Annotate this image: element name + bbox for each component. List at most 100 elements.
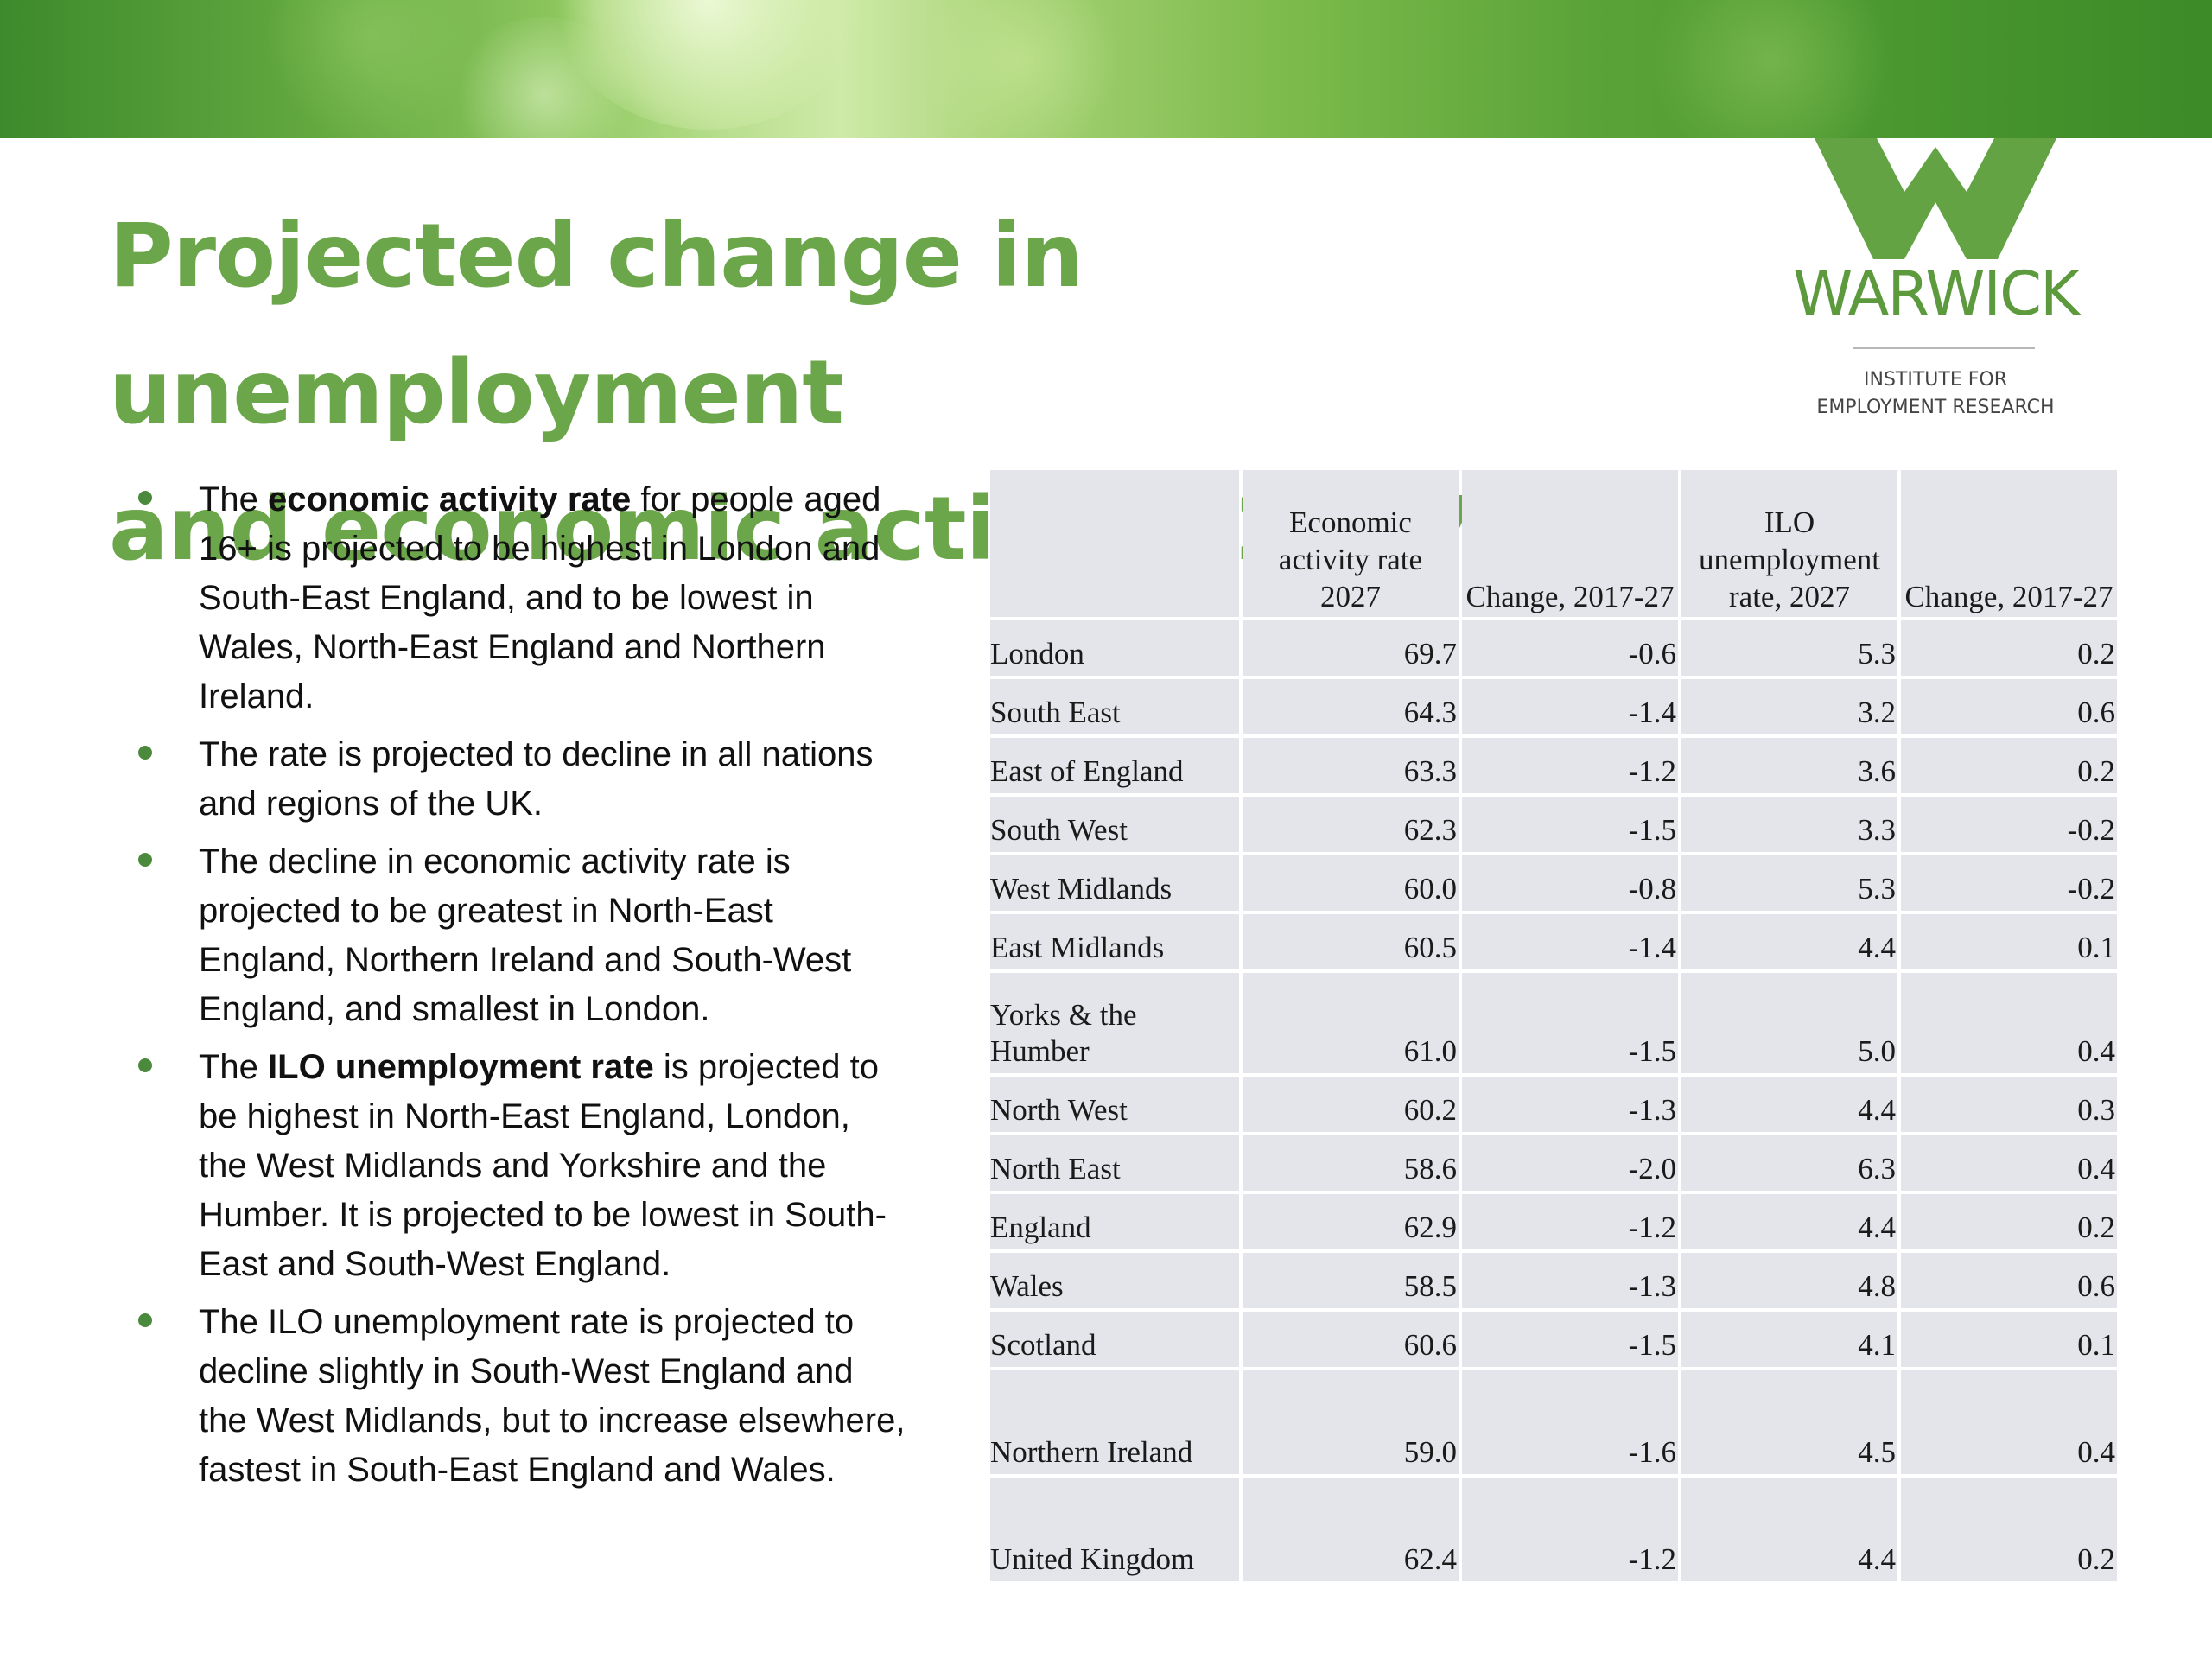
cell-change-unemployment: 0.1	[1901, 914, 2117, 969]
bullet-text: is projected to be highest in North-East…	[199, 1048, 887, 1283]
logo-subtitle: INSTITUTE FOR EMPLOYMENT RESEARCH	[1754, 366, 2117, 422]
table-row: South West 62.3 -1.5 3.3 -0.2	[990, 797, 2117, 852]
bullet-dot-icon	[138, 491, 152, 505]
cell-region: London	[990, 620, 1239, 676]
cell-ilo-unemployment-rate: 6.3	[1681, 1135, 1897, 1191]
cell-economic-activity-rate: 59.0	[1243, 1370, 1459, 1474]
cell-region: South West	[990, 797, 1239, 852]
logo-wordmark: WARWICK	[1793, 258, 2080, 329]
cell-region: East Midlands	[990, 914, 1239, 969]
bullet-text: The	[199, 480, 269, 518]
cell-change-activity: -1.5	[1462, 1312, 1678, 1367]
header-change-unemployment: Change, 2017-27	[1901, 470, 2117, 617]
cell-change-activity: -1.3	[1462, 1077, 1678, 1132]
cell-economic-activity-rate: 60.2	[1243, 1077, 1459, 1132]
bullet-item: The rate is projected to decline in all …	[130, 730, 907, 829]
logo-divider	[1853, 347, 2035, 349]
bullet-dot-icon	[138, 746, 152, 760]
bullet-bold-term: economic activity rate	[268, 480, 632, 518]
header-economic-activity-rate: Economic activity rate 2027	[1243, 470, 1459, 617]
cell-region: West Midlands	[990, 855, 1239, 911]
cell-ilo-unemployment-rate: 4.4	[1681, 1194, 1897, 1249]
slide-title-line-1: Projected change in unemployment	[109, 205, 1084, 444]
cell-change-unemployment: 0.2	[1901, 738, 2117, 793]
cell-ilo-unemployment-rate: 5.3	[1681, 620, 1897, 676]
banner-bokeh	[916, 0, 1123, 138]
cell-region: Wales	[990, 1253, 1239, 1308]
header-region	[990, 470, 1239, 617]
cell-change-activity: -1.2	[1462, 1194, 1678, 1249]
table-row: West Midlands 60.0 -0.8 5.3 -0.2	[990, 855, 2117, 911]
bullet-item: The decline in economic activity rate is…	[130, 837, 907, 1034]
table-row: Northern Ireland 59.0 -1.6 4.5 0.4	[990, 1370, 2117, 1474]
header-change-activity: Change, 2017-27	[1462, 470, 1678, 617]
cell-change-unemployment: 0.4	[1901, 973, 2117, 1073]
cell-economic-activity-rate: 58.5	[1243, 1253, 1459, 1308]
cell-change-activity: -0.8	[1462, 855, 1678, 911]
bullet-dot-icon	[138, 1058, 152, 1072]
bullet-text: The decline in economic activity rate is…	[199, 842, 852, 1028]
warwick-w-icon	[1815, 138, 2056, 259]
cell-change-activity: -1.5	[1462, 973, 1678, 1073]
cell-change-activity: -1.3	[1462, 1253, 1678, 1308]
cell-region: East of England	[990, 738, 1239, 793]
table-row: East of England 63.3 -1.2 3.6 0.2	[990, 738, 2117, 793]
cell-region: United Kingdom	[990, 1478, 1239, 1581]
cell-economic-activity-rate: 60.6	[1243, 1312, 1459, 1367]
cell-economic-activity-rate: 60.5	[1243, 914, 1459, 969]
cell-region: Scotland	[990, 1312, 1239, 1367]
cell-ilo-unemployment-rate: 3.6	[1681, 738, 1897, 793]
cell-change-activity: -1.5	[1462, 797, 1678, 852]
cell-economic-activity-rate: 69.7	[1243, 620, 1459, 676]
cell-ilo-unemployment-rate: 5.0	[1681, 973, 1897, 1073]
cell-change-unemployment: -0.2	[1901, 797, 2117, 852]
cell-change-activity: -1.2	[1462, 738, 1678, 793]
header-banner	[0, 0, 2212, 138]
table-row: London 69.7 -0.6 5.3 0.2	[990, 620, 2117, 676]
cell-economic-activity-rate: 64.3	[1243, 679, 1459, 734]
cell-change-unemployment: 0.2	[1901, 1194, 2117, 1249]
cell-change-unemployment: 0.6	[1901, 1253, 2117, 1308]
cell-economic-activity-rate: 62.3	[1243, 797, 1459, 852]
cell-change-activity: -0.6	[1462, 620, 1678, 676]
table-row: North West 60.2 -1.3 4.4 0.3	[990, 1077, 2117, 1132]
bullet-dot-icon	[138, 1313, 152, 1327]
cell-change-unemployment: 0.3	[1901, 1077, 2117, 1132]
cell-region: England	[990, 1194, 1239, 1249]
cell-ilo-unemployment-rate: 4.4	[1681, 914, 1897, 969]
table-row: Scotland 60.6 -1.5 4.1 0.1	[990, 1312, 2117, 1367]
cell-ilo-unemployment-rate: 4.5	[1681, 1370, 1897, 1474]
bullet-text: The rate is projected to decline in all …	[199, 735, 874, 823]
cell-change-activity: -1.4	[1462, 679, 1678, 734]
logo-subtitle-line-1: INSTITUTE FOR	[1864, 369, 2007, 391]
logo-subtitle-line-2: EMPLOYMENT RESEARCH	[1816, 397, 2055, 418]
header-ilo-unemployment-rate: ILO unemployment rate, 2027	[1681, 470, 1897, 617]
cell-economic-activity-rate: 62.4	[1243, 1478, 1459, 1581]
cell-change-unemployment: 0.2	[1901, 620, 2117, 676]
bullet-item: The ILO unemployment rate is projected t…	[130, 1043, 907, 1289]
cell-change-activity: -1.6	[1462, 1370, 1678, 1474]
cell-ilo-unemployment-rate: 4.8	[1681, 1253, 1897, 1308]
table-row: North East 58.6 -2.0 6.3 0.4	[990, 1135, 2117, 1191]
banner-bokeh	[259, 0, 484, 138]
bullet-item: The economic activity rate for people ag…	[130, 475, 907, 721]
cell-change-unemployment: 0.1	[1901, 1312, 2117, 1367]
cell-ilo-unemployment-rate: 3.3	[1681, 797, 1897, 852]
bullet-text: The ILO unemployment rate is projected t…	[199, 1303, 906, 1489]
bullet-item: The ILO unemployment rate is projected t…	[130, 1298, 907, 1495]
table-row: United Kingdom 62.4 -1.2 4.4 0.2	[990, 1478, 2117, 1581]
cell-change-activity: -2.0	[1462, 1135, 1678, 1191]
banner-bokeh	[1642, 0, 1901, 138]
cell-change-activity: -1.2	[1462, 1478, 1678, 1581]
cell-region: North West	[990, 1077, 1239, 1132]
projection-table: Economic activity rate 2027 Change, 2017…	[987, 467, 2120, 1585]
warwick-logo: WARWICK INSTITUTE FOR EMPLOYMENT RESEARC…	[1754, 130, 2117, 432]
bullet-text: The	[199, 1048, 269, 1086]
cell-change-unemployment: 0.4	[1901, 1370, 2117, 1474]
cell-economic-activity-rate: 60.0	[1243, 855, 1459, 911]
cell-change-unemployment: -0.2	[1901, 855, 2117, 911]
table-row: England 62.9 -1.2 4.4 0.2	[990, 1194, 2117, 1249]
cell-change-activity: -1.4	[1462, 914, 1678, 969]
cell-ilo-unemployment-rate: 3.2	[1681, 679, 1897, 734]
cell-region: South East	[990, 679, 1239, 734]
